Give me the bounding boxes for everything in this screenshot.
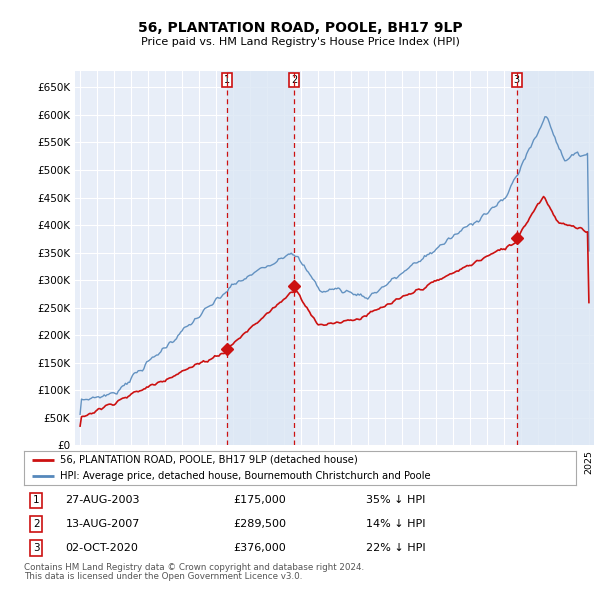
Text: Price paid vs. HM Land Registry's House Price Index (HPI): Price paid vs. HM Land Registry's House … [140,37,460,47]
Text: 3: 3 [33,543,40,553]
Text: 02-OCT-2020: 02-OCT-2020 [65,543,138,553]
Text: 14% ↓ HPI: 14% ↓ HPI [366,519,426,529]
Text: 22% ↓ HPI: 22% ↓ HPI [366,543,426,553]
Text: £289,500: £289,500 [234,519,287,529]
Text: 35% ↓ HPI: 35% ↓ HPI [366,496,425,506]
Text: This data is licensed under the Open Government Licence v3.0.: This data is licensed under the Open Gov… [24,572,302,581]
Text: £376,000: £376,000 [234,543,287,553]
Text: 13-AUG-2007: 13-AUG-2007 [65,519,140,529]
Bar [517,71,594,445]
Text: 27-AUG-2003: 27-AUG-2003 [65,496,140,506]
Text: 1: 1 [33,496,40,506]
Text: 3: 3 [514,75,520,85]
Text: £175,000: £175,000 [234,496,287,506]
Text: 1: 1 [224,75,230,85]
Text: 56, PLANTATION ROAD, POOLE, BH17 9LP (detached house): 56, PLANTATION ROAD, POOLE, BH17 9LP (de… [60,455,358,465]
Text: 2: 2 [291,75,297,85]
Text: 2: 2 [33,519,40,529]
Text: 56, PLANTATION ROAD, POOLE, BH17 9LP: 56, PLANTATION ROAD, POOLE, BH17 9LP [137,21,463,35]
Text: HPI: Average price, detached house, Bournemouth Christchurch and Poole: HPI: Average price, detached house, Bour… [60,471,431,481]
Bar [227,71,294,445]
Text: Contains HM Land Registry data © Crown copyright and database right 2024.: Contains HM Land Registry data © Crown c… [24,563,364,572]
